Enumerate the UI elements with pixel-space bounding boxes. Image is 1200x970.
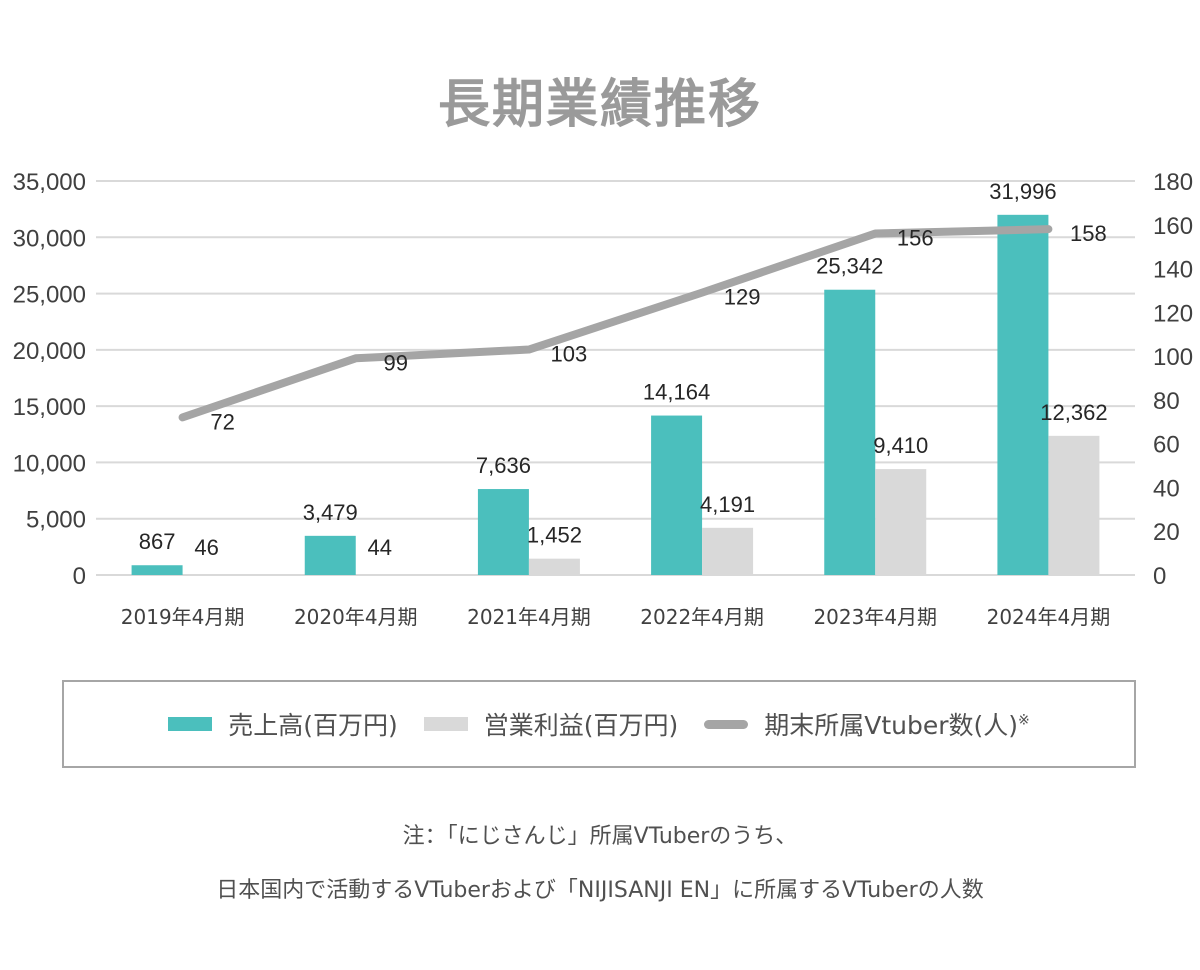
operating-profit-bar [1048, 435, 1100, 575]
left-axis-tick: 20,000 [13, 338, 86, 365]
legend-swatch-operating-profit [423, 717, 468, 731]
sales-bar [131, 565, 183, 575]
extra-value-label: 46 [194, 535, 218, 560]
vtuber-line [178, 225, 1053, 422]
sales-bar-label: 31,996 [989, 179, 1056, 204]
right-axis-tick: 0 [1153, 563, 1166, 590]
left-axis-tick: 35,000 [13, 169, 86, 196]
operating-profit-bar-label: 4,191 [700, 492, 755, 517]
data-labels: 867 3,479 7,636 14,164 25,342 31,996 1,452 4,19… [139, 179, 1108, 560]
vtuber-count-label: 99 [384, 350, 408, 375]
operating-profit-bar [702, 527, 754, 575]
right-axis-tick: 80 [1153, 388, 1180, 415]
operating-profit-bar-label: 1,452 [527, 523, 582, 548]
legend: 売上高(百万円) 営業利益(百万円) 期末所属Vtuber数(人)※ [62, 680, 1136, 768]
chart-title: 長期業績推移 [437, 75, 762, 135]
footnote-line-1: 注：「にじさんじ」所属VTuberのうち、 [402, 824, 798, 849]
x-axis-tick: 2020年4月期 [294, 605, 418, 629]
sales-bar [304, 535, 356, 575]
sales-bar [824, 289, 876, 575]
vtuber-count-label: 158 [1070, 221, 1107, 246]
sales-bar [477, 489, 529, 575]
legend-label-vtuber-count-text: 期末所属Vtuber数(人) [764, 711, 1019, 740]
bars [131, 214, 1100, 575]
x-axis-tick: 2019年4月期 [121, 605, 245, 629]
vtuber-count-line [178, 225, 1053, 422]
x-axis-tick: 2024年4月期 [987, 605, 1111, 629]
footnote-line-2: 日本国内で活動するVTuberおよび「NIJISANJI EN」に所属するVTu… [216, 878, 984, 903]
x-axis-tick: 2022年4月期 [640, 605, 764, 629]
x-axis-tick: 2021年4月期 [467, 605, 591, 629]
right-axis-tick: 20 [1153, 519, 1180, 546]
operating-profit-bar-label: 9,410 [873, 433, 928, 458]
sales-bar-label: 14,164 [643, 380, 710, 405]
right-axis-tick: 180 [1153, 169, 1193, 196]
legend-item-sales: 売上高(百万円) [168, 706, 398, 742]
left-axis-tick: 30,000 [13, 225, 86, 252]
sales-bar [651, 415, 703, 575]
right-axis-tick: 40 [1153, 475, 1180, 502]
left-axis-tick: 10,000 [13, 450, 86, 477]
vtuber-count-label: 103 [551, 342, 588, 367]
left-axis-tick: 25,000 [13, 282, 86, 309]
legend-swatch-vtuber-count [704, 719, 749, 729]
sales-bar-label: 7,636 [476, 453, 531, 478]
sales-bar-label: 3,479 [303, 500, 358, 525]
right-axis-tick: 60 [1153, 432, 1180, 459]
vtuber-count-label: 156 [897, 226, 934, 251]
gridlines [96, 180, 1135, 576]
legend-footnote-mark: ※ [1018, 712, 1030, 729]
right-axis-tick: 120 [1153, 300, 1193, 327]
operating-profit-bar [875, 469, 927, 575]
legend-label-vtuber-count: 期末所属Vtuber数(人)※ [764, 706, 1030, 742]
right-axis-tick: 140 [1153, 257, 1193, 284]
x-axis-ticks: 2019年4月期 2020年4月期 2021年4月期 2022年4月期 2023年4月期… [121, 605, 1110, 629]
legend-item-vtuber-count: 期末所属Vtuber数(人)※ [704, 706, 1030, 742]
sales-bar-label: 25,342 [816, 254, 883, 279]
sales-bar-label: 867 [139, 529, 176, 554]
sales-bar [997, 214, 1049, 575]
vtuber-count-label: 72 [210, 409, 234, 434]
operating-profit-bar-label: 12,362 [1040, 400, 1107, 425]
x-axis-tick: 2023年4月期 [813, 605, 937, 629]
extra-value-label: 44 [368, 535, 392, 560]
right-axis-tick: 160 [1153, 213, 1193, 240]
legend-item-operating-profit: 営業利益(百万円) [423, 706, 679, 742]
left-axis-tick: 5,000 [26, 507, 86, 534]
left-axis-tick: 15,000 [13, 394, 86, 421]
operating-profit-bar [528, 558, 580, 575]
left-axis-tick: 0 [73, 563, 86, 590]
right-axis-ticks: 0 20 40 60 80 100 120 140 160 180 [1153, 169, 1193, 590]
left-axis-ticks: 0 5,000 10,000 15,000 20,000 25,000 30,000 35,0… [13, 169, 86, 590]
right-axis-tick: 100 [1153, 344, 1193, 371]
legend-label-sales: 売上高(百万円) [228, 711, 398, 740]
legend-label-operating-profit: 営業利益(百万円) [483, 711, 679, 740]
legend-swatch-sales [168, 717, 213, 731]
combo-chart: 0 5,000 10,000 15,000 20,000 25,000 30,000 35,0… [13, 169, 1193, 629]
vtuber-count-label: 129 [724, 285, 761, 310]
